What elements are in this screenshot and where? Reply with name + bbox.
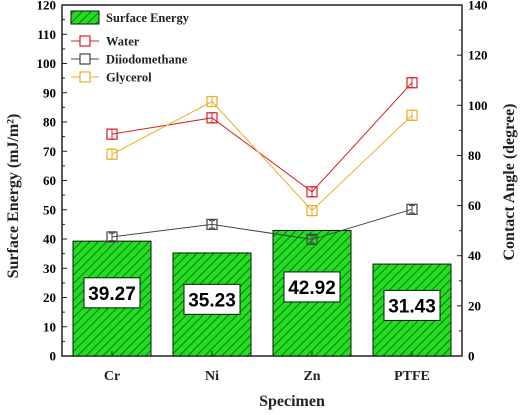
legend-label-diiodomethane: Diiodomethane <box>106 53 188 67</box>
bar-label-box <box>83 277 141 309</box>
marker-water <box>306 186 318 198</box>
left-tick-label: 30 <box>43 261 56 276</box>
left-tick-label: 10 <box>43 319 56 334</box>
bars: 39.27 35.23 42.92 31.43 <box>72 229 452 357</box>
left-tick-label: 20 <box>43 290 56 305</box>
bar-value-label: 39.27 <box>88 284 136 305</box>
right-tick-label: 60 <box>468 198 481 213</box>
bar-label-box <box>283 271 341 303</box>
marker-water <box>106 128 118 140</box>
left-tick-label: 0 <box>50 349 57 364</box>
bar-value-label: 31.43 <box>388 296 436 317</box>
legend-label-water: Water <box>106 35 140 49</box>
x-axis-title: Specimen <box>259 393 325 410</box>
x-tick-label: Ni <box>205 369 219 384</box>
left-tick-label: 120 <box>37 0 57 13</box>
marker-water <box>206 112 218 124</box>
left-tick-label: 60 <box>43 173 56 188</box>
right-tick-label: 0 <box>468 349 475 364</box>
left-tick-label: 40 <box>43 232 56 247</box>
left-axis-title: Surface Energy (mJ/m²) <box>5 114 22 279</box>
x-tick-label: Cr <box>104 369 120 384</box>
legend-marker-water <box>79 35 91 47</box>
right-tick-label: 100 <box>468 98 488 113</box>
series-line-diiodomethane <box>111 208 413 240</box>
right-tick-label: 140 <box>468 0 488 13</box>
bar-label-box <box>183 283 241 315</box>
legend-swatch-surface-energy <box>70 10 100 25</box>
right-tick-label: 20 <box>468 298 481 313</box>
x-tick-label: Zn <box>303 369 320 384</box>
marker-diiodomethane <box>406 203 418 215</box>
left-tick-label: 80 <box>43 115 56 130</box>
right-axis-title: Contact Angle (degree) <box>501 104 518 261</box>
bar-value-label: 42.92 <box>288 278 336 299</box>
marker-glycerol <box>106 148 118 160</box>
series-line-glycerol <box>111 100 413 212</box>
marker-glycerol <box>406 109 418 121</box>
left-tick-label: 90 <box>43 85 56 100</box>
left-tick-label: 50 <box>43 202 56 217</box>
legend-label-surface-energy: Surface Energy <box>106 11 190 25</box>
left-tick-label: 70 <box>43 144 56 159</box>
axes: 0 10 20 30 40 50 60 70 80 90 100 110 120 0 20 40 60 80 100… <box>37 0 488 384</box>
series-line-water <box>111 82 413 193</box>
series-lines <box>106 77 418 246</box>
marker-glycerol <box>206 95 218 108</box>
marker-water <box>406 77 418 89</box>
right-tick-label: 40 <box>468 248 481 263</box>
left-tick-label: 110 <box>37 27 56 42</box>
legend-label-glycerol: Glycerol <box>106 71 152 85</box>
left-tick-label: 100 <box>37 56 57 71</box>
legend: Surface Energy Water Diiodomethane Glycerol <box>70 10 190 85</box>
x-tick-label: PTFE <box>394 369 430 384</box>
right-tick-label: 80 <box>468 148 481 163</box>
marker-glycerol <box>306 204 318 217</box>
marker-diiodomethane <box>206 218 218 230</box>
bar-value-label: 35.23 <box>188 290 236 311</box>
marker-diiodomethane <box>306 233 318 246</box>
legend-marker-diiodomethane <box>79 53 91 65</box>
legend-marker-glycerol <box>79 71 91 83</box>
bar-label-box <box>383 289 441 321</box>
marker-diiodomethane <box>106 231 118 243</box>
right-tick-label: 120 <box>468 48 488 63</box>
